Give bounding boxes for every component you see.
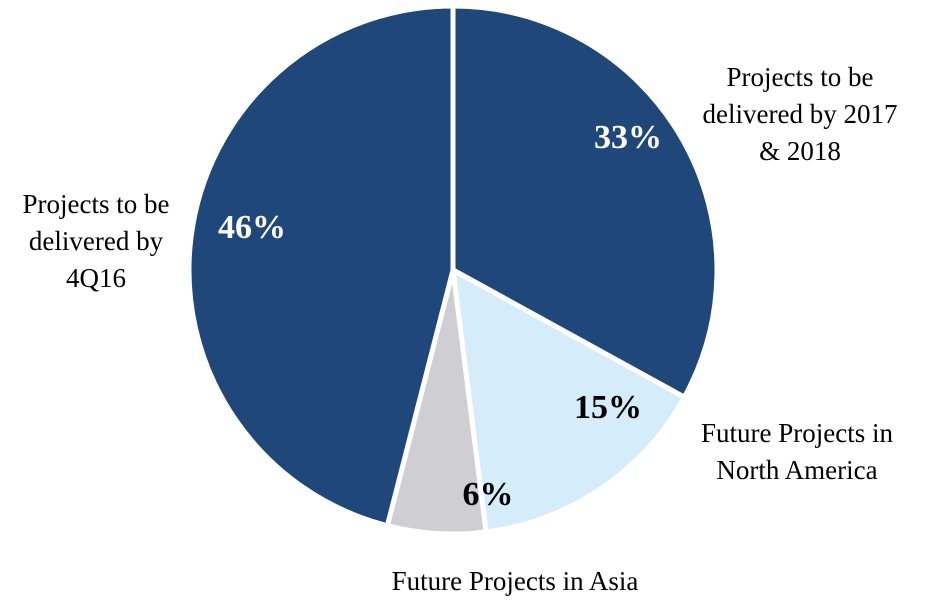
pie-slice xyxy=(450,3,720,400)
slice-category-label: Future Projects in Asia xyxy=(392,566,639,596)
category-labels: Projects to be delivered by 2017 & 2018 Fut… xyxy=(23,62,898,596)
category-label-line: Projects to be xyxy=(727,62,874,92)
slice-percentage-label: 6% xyxy=(463,476,514,513)
slice-percentage-label: 15% xyxy=(574,389,642,426)
pie-slices xyxy=(186,3,720,537)
category-label-line: Future Projects in xyxy=(701,418,893,448)
category-label-line: North America xyxy=(716,455,877,485)
category-label-line: Future Projects in Asia xyxy=(392,566,639,596)
slice-percentage-label: 33% xyxy=(594,119,662,156)
slice-percentage-label: 46% xyxy=(218,209,286,246)
slice-category-label: Projects to be delivered by 4Q16 xyxy=(23,189,170,293)
pie-slice xyxy=(450,267,687,535)
category-label-line: 4Q16 xyxy=(66,263,126,293)
category-label-line: & 2018 xyxy=(759,136,841,166)
slice-category-label: Future Projects in North America xyxy=(701,418,893,485)
pie-slice xyxy=(186,3,456,529)
category-label-line: delivered by 2017 xyxy=(703,99,898,129)
percentage-labels: 33% 15% 6% 46% xyxy=(218,119,662,513)
category-label-line: Projects to be xyxy=(23,189,170,219)
slice-category-label: Projects to be delivered by 2017 & 2018 xyxy=(703,62,898,166)
category-label-line: delivered by xyxy=(29,226,164,256)
